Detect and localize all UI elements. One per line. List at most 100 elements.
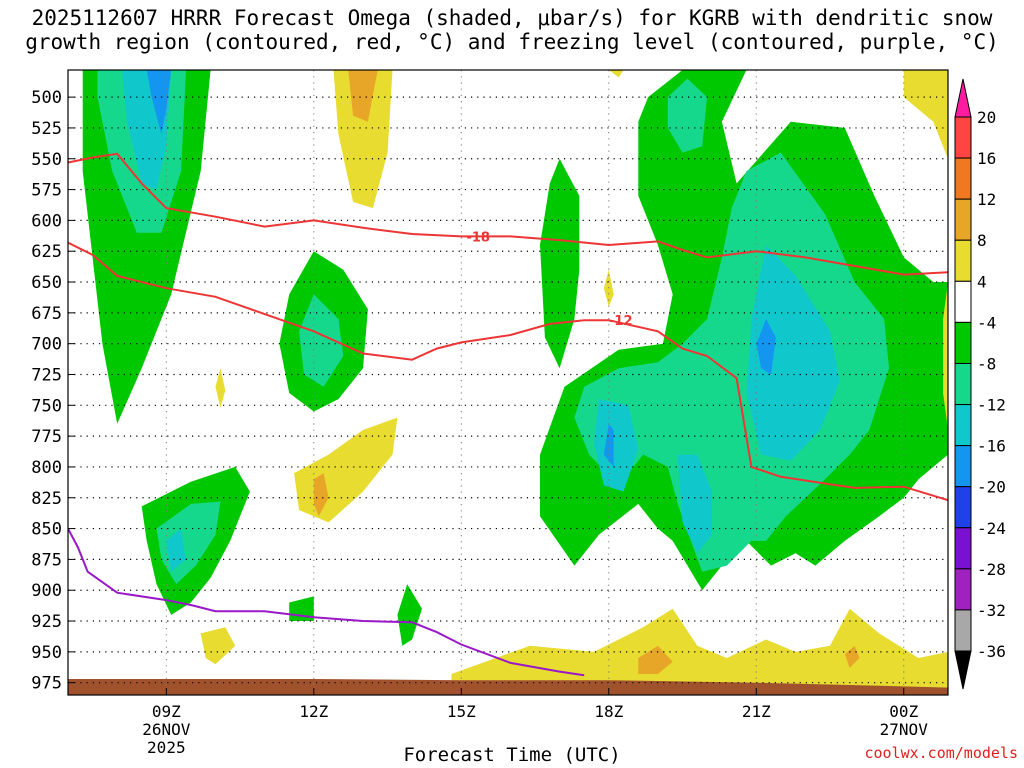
x-tick-label: 18Z <box>594 702 623 721</box>
omega-region-10 <box>215 368 226 408</box>
omega-region-23 <box>594 399 639 492</box>
colorbar-label: 16 <box>977 149 996 168</box>
omega-region-7 <box>299 294 344 387</box>
omega-shading <box>82 70 948 689</box>
y-tick-label: 800 <box>31 458 62 478</box>
colorbar-label: 4 <box>977 272 987 291</box>
omega-region-32 <box>844 645 860 668</box>
y-tick-label: 900 <box>31 581 62 601</box>
omega-region-14 <box>200 627 236 665</box>
colorbar-bottom-arrow <box>954 650 972 690</box>
omega-region-22 <box>746 245 840 461</box>
colorbar-label: 12 <box>977 190 996 209</box>
y-tick-label: 750 <box>31 396 62 416</box>
y-tick-label: 925 <box>31 612 62 632</box>
omega-region-13 <box>166 528 186 572</box>
colorbar-label: -28 <box>977 560 1006 579</box>
dgz-contour-label: -12 <box>609 314 633 329</box>
y-tick-label: 500 <box>31 88 62 108</box>
plot-frame <box>67 69 949 696</box>
omega-region-27 <box>903 70 948 159</box>
colorbar-top-arrow <box>954 78 972 118</box>
colorbar-segment-10 <box>954 527 972 570</box>
colorbar-segment-7 <box>954 404 972 447</box>
omega-region-16 <box>397 584 422 646</box>
y-tick-label: 575 <box>31 181 62 201</box>
omega-region-20 <box>667 78 708 153</box>
x-tick-label: 21Z <box>742 702 771 721</box>
omega-region-24 <box>677 454 712 554</box>
y-tick-label: 700 <box>31 335 62 355</box>
y-tick-label: 825 <box>31 489 62 509</box>
grid-lines <box>68 70 948 695</box>
omega-region-17 <box>540 158 580 369</box>
colorbar-segment-8 <box>954 445 972 488</box>
freezing-level-contour <box>68 528 585 677</box>
chart-title: 2025112607 HRRR Forecast Omega (shaded, … <box>0 6 1024 54</box>
colorbar-segment-4 <box>954 280 972 323</box>
colorbar-segment-1 <box>954 157 972 200</box>
omega-region-5 <box>348 70 378 122</box>
colorbar-label: -4 <box>977 313 996 332</box>
y-tick-label: 675 <box>31 304 62 324</box>
chart-title-line-1: 2025112607 HRRR Forecast Omega (shaded, … <box>31 6 993 30</box>
omega-colorbar: 20 16 12 8 4 -4 -8 -12 -16 -20 -24 -28 -32 -36 <box>954 78 1006 690</box>
omega-region-4 <box>333 70 393 209</box>
y-tick-label: 975 <box>31 674 62 694</box>
x-tick-label: 00Z <box>889 702 918 721</box>
x-tick-label: 27NOV <box>880 720 929 739</box>
x-tick-label: 09Z <box>152 702 181 721</box>
dgz-contour-label: -18 <box>466 230 490 245</box>
y-tick-label: 650 <box>31 273 62 293</box>
x-tick-label: 2025 <box>147 738 186 757</box>
x-tick-label: 12Z <box>299 702 328 721</box>
colorbar-label: -36 <box>977 642 1006 661</box>
omega-region-25 <box>756 319 776 375</box>
y-tick-label: 850 <box>31 520 62 540</box>
dgz-contour-m18 <box>68 152 948 276</box>
pressure-axis: 500 525 550 575 600 625 650 675 700 725 750 775 800 8… <box>31 88 75 694</box>
colorbar-segment-5 <box>954 321 972 364</box>
y-tick-label: 550 <box>31 150 62 170</box>
dgz-contour-m12 <box>68 241 948 502</box>
omega-region-31 <box>638 645 673 674</box>
y-tick-label: 875 <box>31 550 62 570</box>
omega-region-30 <box>451 608 948 689</box>
colorbar-label: -32 <box>977 601 1006 620</box>
temperature-contours: -18 -12 <box>68 152 948 677</box>
x-tick-label: 26NOV <box>142 720 191 739</box>
colorbar-label: -12 <box>977 396 1006 415</box>
terrain-fill <box>68 679 948 695</box>
terrain-layer <box>68 679 948 695</box>
y-tick-label: 625 <box>31 242 62 262</box>
y-tick-label: 725 <box>31 365 62 385</box>
colorbar-segment-0 <box>954 116 972 159</box>
chart-title-line-2: growth region (contoured, red, °C) and f… <box>25 30 999 54</box>
y-tick-label: 950 <box>31 643 62 663</box>
colorbar-segment-12 <box>954 609 972 652</box>
colorbar-segment-6 <box>954 362 972 406</box>
colorbar-segment-9 <box>954 486 972 529</box>
x-axis-title: Forecast Time (UTC) <box>403 744 621 766</box>
omega-region-3 <box>146 70 172 135</box>
colorbar-label: -20 <box>977 478 1006 497</box>
omega-region-26 <box>603 423 614 467</box>
omega-region-28 <box>943 282 948 430</box>
y-tick-label: 775 <box>31 427 62 447</box>
colorbar-label: -8 <box>977 354 996 373</box>
omega-region-9 <box>313 473 329 517</box>
y-tick-label: 600 <box>31 211 62 231</box>
colorbar-segment-11 <box>954 568 972 611</box>
colorbar-label: -16 <box>977 437 1006 456</box>
colorbar-segment-3 <box>954 239 972 282</box>
colorbar-label: 20 <box>977 108 996 127</box>
x-tick-label: 15Z <box>447 702 476 721</box>
colorbar-segment-2 <box>954 198 972 241</box>
omega-region-29 <box>608 70 624 78</box>
site-credit[interactable]: coolwx.com/models <box>864 744 1018 762</box>
y-tick-label: 525 <box>31 119 62 139</box>
colorbar-label: -24 <box>977 519 1006 538</box>
colorbar-label: 8 <box>977 231 987 250</box>
